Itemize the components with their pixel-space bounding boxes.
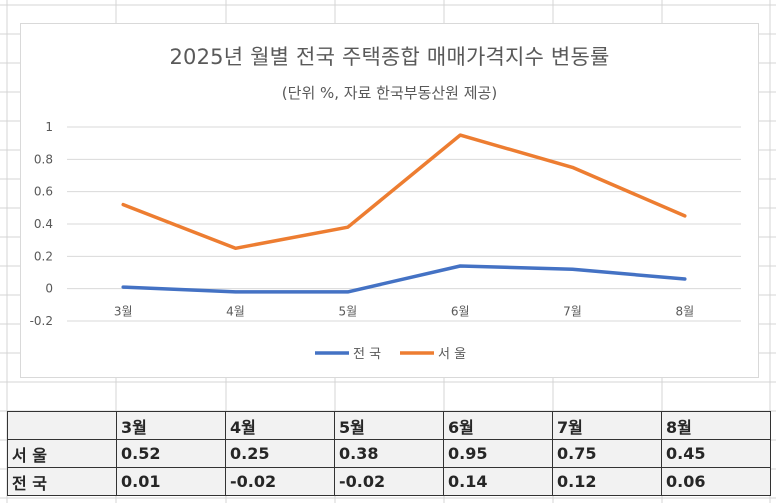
x-tick-label: 6월 — [451, 305, 470, 319]
table-header-cell[interactable] — [7, 411, 117, 440]
table-cell[interactable]: -0.02 — [334, 467, 444, 496]
table-header-cell[interactable]: 5월 — [334, 411, 444, 440]
table-header-cell[interactable]: 6월 — [443, 411, 553, 440]
table-cell[interactable]: -0.02 — [225, 467, 335, 496]
x-tick-label: 4월 — [226, 305, 245, 319]
table-cell[interactable]: 0.52 — [116, 439, 226, 468]
x-tick-label: 5월 — [338, 305, 357, 319]
table-cell[interactable]: 0.38 — [334, 439, 444, 468]
y-tick-label: -0.2 — [30, 314, 53, 328]
y-tick-label: 0 — [45, 282, 53, 296]
table-cell[interactable]: 0.95 — [443, 439, 553, 468]
table-cell[interactable]: 0.06 — [661, 467, 771, 496]
table-cell[interactable]: 0.12 — [552, 467, 662, 496]
table-row: 전 국 0.01 -0.02 -0.02 0.14 0.12 0.06 — [7, 467, 771, 496]
table-cell[interactable]: 0.75 — [552, 439, 662, 468]
row-label-national[interactable]: 전 국 — [7, 467, 117, 496]
legend-label: 전 국 — [353, 347, 381, 362]
series-line — [121, 133, 687, 251]
chart-title: 2025년 월별 전국 주택종합 매매가격지수 변동률 — [169, 45, 610, 69]
y-tick-label: 0.8 — [34, 152, 53, 166]
data-table: 3월 4월 5월 6월 7월 8월 서 울 0.52 0.25 0.38 0.9… — [7, 411, 771, 496]
y-tick-label: 0.4 — [34, 217, 53, 231]
y-tick-label: 1 — [45, 120, 53, 134]
table-row: 서 울 0.52 0.25 0.38 0.95 0.75 0.45 — [7, 439, 771, 468]
x-tick-label: 8월 — [675, 305, 694, 319]
table-cell[interactable]: 0.25 — [225, 439, 335, 468]
series-line — [121, 264, 687, 294]
table-cell[interactable]: 0.45 — [661, 439, 771, 468]
chart-container[interactable]: 2025년 월별 전국 주택종합 매매가격지수 변동률 (단위 %, 자료 한국… — [20, 23, 759, 378]
x-tick-label: 7월 — [563, 305, 582, 319]
table-cell[interactable]: 0.01 — [116, 467, 226, 496]
y-tick-label: 0.6 — [34, 185, 53, 199]
y-tick-label: 0.2 — [34, 249, 53, 263]
row-label-seoul[interactable]: 서 울 — [7, 439, 117, 468]
table-cell[interactable]: 0.14 — [443, 467, 553, 496]
table-header-cell[interactable]: 4월 — [225, 411, 335, 440]
x-tick-label: 3월 — [114, 305, 133, 319]
table-header-row: 3월 4월 5월 6월 7월 8월 — [7, 411, 771, 440]
legend-label: 서 울 — [438, 347, 466, 362]
table-header-cell[interactable]: 7월 — [552, 411, 662, 440]
chart-subtitle: (단위 %, 자료 한국부동산원 제공) — [281, 84, 498, 102]
table-header-cell[interactable]: 3월 — [116, 411, 226, 440]
table-header-cell[interactable]: 8월 — [661, 411, 771, 440]
